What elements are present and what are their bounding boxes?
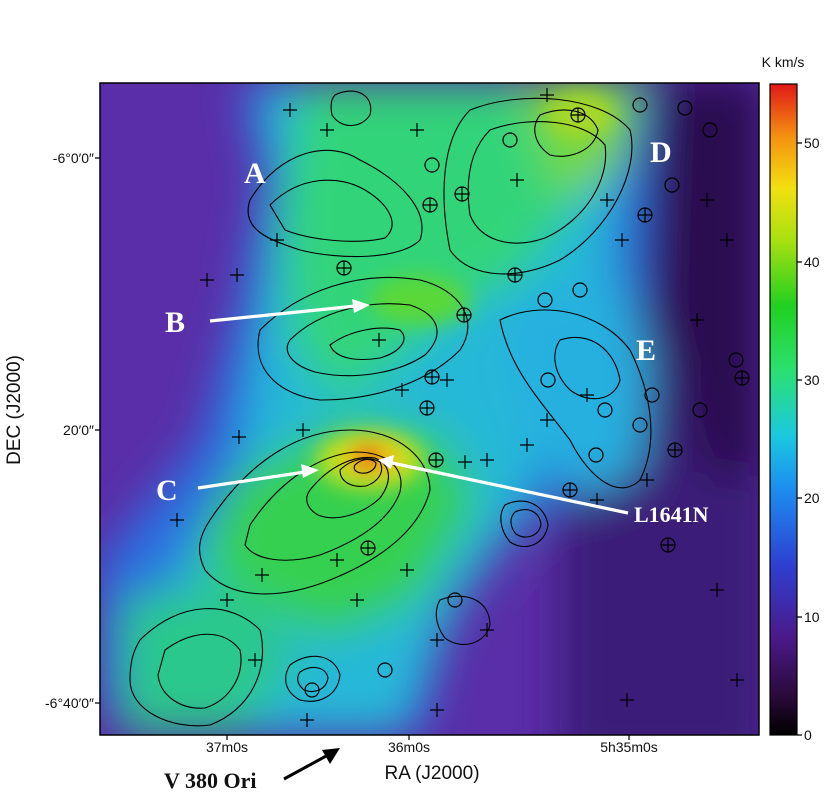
x-tick-label: 36m0s: [388, 739, 430, 755]
colorbar-tick-label: 20: [804, 490, 820, 506]
colorbar-tick-label: 0: [804, 727, 812, 743]
v380-ori-label: V 380 Ori: [164, 768, 256, 793]
region-label-e: E: [636, 334, 656, 367]
l1641n-label: L1641N: [634, 502, 709, 527]
circle-plus-markers: [336, 107, 750, 556]
region-label-c: C: [156, 474, 178, 507]
x-tick-label: 37m0s: [206, 739, 248, 755]
plus-markers: [170, 88, 744, 727]
colorbar: K km/s 0 10 20 30 40 50: [762, 54, 820, 743]
axis-ticks: [95, 157, 630, 740]
y-axis-label: DEC (J2000): [4, 355, 25, 465]
map-frame: [99, 82, 760, 736]
colorbar-unit: K km/s: [762, 54, 805, 70]
v380-ori-arrow: [283, 748, 340, 781]
colorbar-tick-label: 10: [804, 609, 820, 625]
y-tick-label: -6°40′0″: [45, 695, 94, 711]
annotation-arrows: [197, 299, 629, 515]
y-tick-label: -6°0′0″: [53, 150, 94, 166]
colorbar-tick-label: 40: [804, 254, 820, 270]
colorbar-tick-label: 50: [804, 135, 820, 151]
colorbar-tick-label: 30: [804, 372, 820, 388]
region-label-a: A: [244, 157, 266, 190]
y-tick-label: 20′0″: [63, 422, 94, 438]
region-label-d: D: [650, 136, 672, 169]
x-tick-label: 5h35m0s: [600, 739, 658, 755]
circle-markers: [304, 97, 744, 698]
region-label-b: B: [165, 306, 185, 339]
x-axis-label: RA (J2000): [384, 763, 479, 784]
intensity-map: [100, 83, 759, 735]
